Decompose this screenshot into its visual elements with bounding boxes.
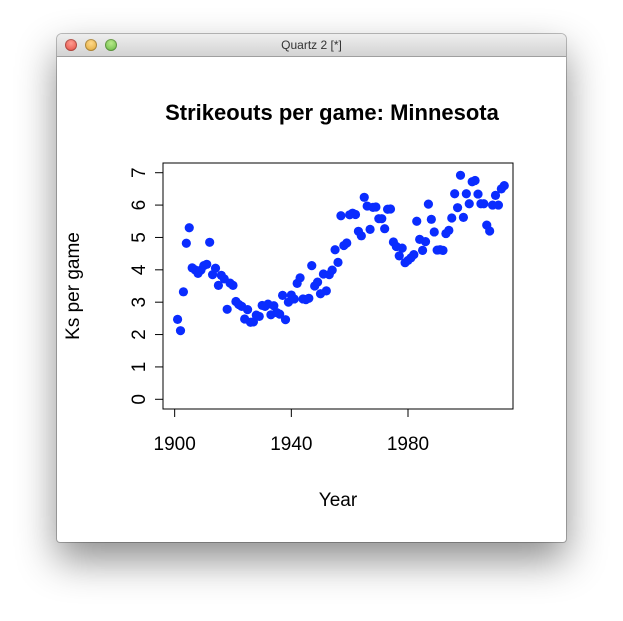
data-point [350, 209, 361, 220]
y-tick-label: 6 [129, 200, 150, 211]
data-point [333, 257, 343, 267]
data-point [307, 261, 317, 271]
y-tick-label: 3 [129, 297, 150, 308]
data-point [444, 225, 454, 235]
data-point [423, 199, 434, 209]
data-point [327, 265, 337, 275]
data-point [385, 204, 396, 214]
data-points [172, 170, 509, 336]
data-point [450, 189, 460, 199]
data-point [312, 277, 323, 287]
data-point [336, 211, 346, 221]
x-axis: 1900 1940 1980 [154, 408, 429, 455]
data-point [202, 259, 212, 269]
data-point [479, 199, 489, 209]
data-point [429, 227, 439, 237]
data-point [213, 280, 224, 290]
data-point [394, 251, 404, 261]
y-tick-label: 0 [129, 394, 150, 405]
data-point [493, 200, 504, 210]
data-point [397, 243, 407, 253]
quartz-window: Quartz 2 [*] Strikeouts per game: Minnes… [57, 34, 566, 542]
data-point [380, 224, 390, 234]
data-point [447, 213, 457, 223]
data-point [461, 189, 471, 199]
data-point [222, 304, 232, 314]
window-title: Quartz 2 [*] [281, 38, 342, 52]
y-tick-label: 5 [129, 232, 150, 243]
data-point [275, 309, 285, 319]
data-point [304, 293, 314, 303]
y-tick-label: 2 [129, 329, 150, 340]
data-point [409, 250, 419, 260]
x-tick-label: 1900 [154, 434, 196, 455]
x-tick-label: 1980 [387, 434, 429, 455]
data-point [205, 237, 215, 247]
y-axis: 0 1 2 3 4 5 6 7 [129, 167, 164, 405]
data-point [438, 245, 448, 255]
data-point [172, 314, 183, 324]
data-point [359, 192, 369, 202]
data-point [228, 280, 238, 290]
x-axis-label: Year [319, 490, 358, 511]
data-point [289, 294, 299, 304]
x-tick-label: 1940 [270, 434, 312, 455]
data-point [455, 170, 466, 180]
data-point [490, 190, 501, 200]
data-point [412, 216, 422, 226]
data-point [485, 226, 495, 236]
data-point [356, 231, 366, 241]
data-point [277, 290, 288, 300]
data-point [184, 223, 194, 233]
data-point [417, 245, 428, 255]
y-tick-label: 4 [129, 264, 150, 275]
minimize-window-icon[interactable] [85, 39, 97, 51]
data-point [420, 237, 431, 247]
chart-title: Strikeouts per game: Minnesota [165, 100, 500, 125]
data-point [452, 203, 463, 213]
data-point [254, 311, 264, 322]
data-point [426, 214, 436, 224]
data-point [473, 189, 483, 199]
y-tick-label: 7 [129, 167, 150, 178]
data-point [175, 326, 186, 336]
data-point [499, 181, 509, 191]
data-point [321, 286, 331, 296]
data-point [181, 238, 191, 248]
data-point [458, 212, 469, 222]
data-point [377, 214, 387, 224]
data-point [210, 263, 221, 273]
data-point [342, 238, 352, 248]
data-point [295, 273, 305, 283]
y-axis-label: Ks per game [63, 232, 84, 340]
data-point [371, 202, 381, 212]
data-point [280, 315, 291, 325]
data-point [365, 224, 375, 234]
data-point [242, 305, 253, 315]
data-point [470, 175, 480, 186]
data-point [178, 287, 189, 297]
close-window-icon[interactable] [65, 39, 77, 51]
data-point [330, 245, 340, 255]
data-point [464, 199, 474, 209]
strikeouts-scatter-plot: Strikeouts per game: Minnesota 1900 1940 1… [63, 100, 514, 511]
window-titlebar[interactable]: Quartz 2 [*] [57, 34, 566, 57]
zoom-window-icon[interactable] [105, 39, 117, 51]
y-tick-label: 1 [129, 362, 150, 373]
